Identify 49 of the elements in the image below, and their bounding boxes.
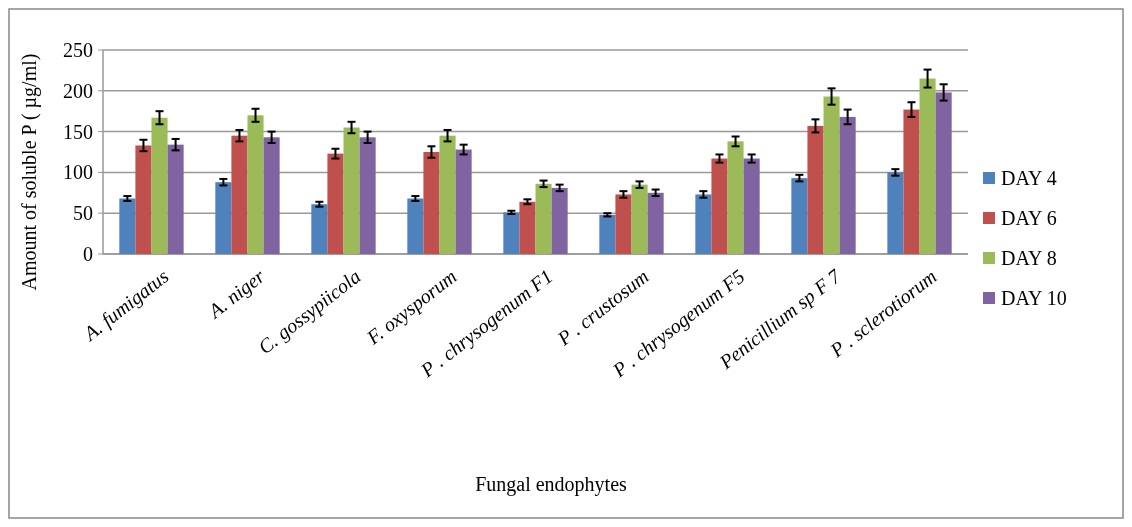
bar [551,187,568,254]
legend-label: DAY 4 [1001,167,1057,189]
bar [327,153,344,254]
bar [311,204,328,254]
y-tick-label: 50 [73,202,93,225]
bar [215,182,232,254]
y-tick-label: 250 [63,39,93,61]
y-axis-title: Amount of soluble P ( µg/ml) [18,53,41,291]
bar [791,178,808,254]
y-tick-label: 100 [63,161,93,184]
bar [423,152,440,254]
bar [151,117,168,254]
bar [727,141,744,254]
bar [439,135,456,254]
bar [135,145,152,254]
x-tick-label: A. niger [202,264,270,324]
bar [599,214,616,254]
bar [615,194,632,254]
bar [887,172,904,254]
bar [247,115,264,254]
bar [823,96,840,254]
bar [503,212,520,254]
bar [167,144,184,254]
bar [807,125,824,254]
bar [535,183,552,254]
bar [743,158,760,254]
bar [359,137,376,254]
y-tick-label: 150 [63,120,93,143]
bar [839,116,856,254]
legend-label: DAY 8 [1001,247,1057,269]
y-tick-label: 200 [63,79,93,102]
bar [695,194,712,254]
bar [935,92,952,254]
y-tick-label: 0 [83,243,93,265]
bar [519,201,536,254]
bar [919,78,936,254]
x-axis-title: Fungal endophytes [475,473,628,496]
bar [407,198,424,254]
bar [263,137,280,254]
bar [343,127,360,254]
legend-label: DAY 6 [1001,207,1057,229]
legend-label: DAY 10 [1001,287,1067,309]
bar [647,192,664,254]
bar [119,198,136,254]
bar [631,184,648,254]
bar [455,149,472,254]
bar [231,135,248,254]
bar [903,109,920,254]
bar [711,158,728,254]
